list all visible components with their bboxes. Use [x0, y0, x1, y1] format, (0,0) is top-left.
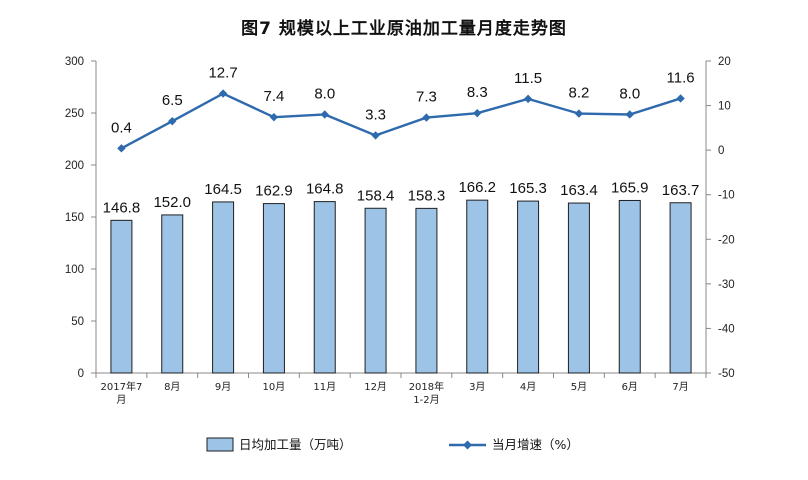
y-right-tick-label: 0 [718, 145, 724, 157]
line-data-label: 8.2 [568, 85, 589, 102]
legend-bar-label: 日均加工量（万吨） [239, 437, 352, 452]
x-tick-label: 2017年7 月 [101, 380, 143, 406]
line-data-label: 0.4 [111, 119, 132, 136]
x-tick-label: 6月 [622, 381, 638, 393]
line-data-label: 7.3 [416, 89, 437, 106]
line-point [269, 112, 279, 122]
x-tick-label: 5月 [571, 381, 587, 393]
y-right-tick-label: -10 [718, 190, 735, 202]
line-data-label: 12.7 [208, 65, 237, 82]
bar-data-label: 163.7 [662, 182, 700, 199]
bar [212, 201, 235, 374]
line-point [473, 108, 482, 118]
x-tick-label: 11月 [313, 381, 336, 393]
legend-line-marker [463, 440, 472, 450]
line-point [168, 116, 177, 126]
bar-data-label: 165.9 [611, 179, 649, 196]
x-tick-label: 9月 [215, 381, 231, 393]
x-tick-label: 4月 [520, 381, 536, 393]
bar [517, 200, 540, 374]
line-data-label: 3.3 [365, 106, 386, 123]
line-data-label: 6.5 [162, 92, 183, 109]
x-tick-label: 10月 [263, 381, 286, 393]
bar-data-label: 165.3 [509, 180, 547, 197]
y-right-tick-label: -50 [718, 368, 735, 380]
y-left-tick-label: 150 [65, 212, 84, 224]
line-point [218, 89, 228, 98]
y-right-tick-label: 20 [718, 56, 731, 68]
chart-title: 图7 规模以上工业原油加工量月度走势图 [241, 19, 567, 39]
x-tick-label: 2018年 1-2月 [409, 380, 444, 406]
bar [669, 202, 692, 374]
line-point [574, 109, 584, 118]
y-right-tick-label: 10 [718, 101, 731, 113]
legend-line-label: 当月增速（%） [492, 437, 579, 452]
bar [364, 207, 387, 374]
bar [313, 201, 336, 374]
y-left-tick-label: 100 [65, 264, 84, 276]
y-left-tick-label: 0 [78, 368, 84, 380]
bar-data-label: 163.4 [560, 182, 598, 199]
y-right-tick-label: -20 [718, 234, 735, 246]
line-point [625, 110, 634, 119]
bar-data-label: 158.3 [408, 187, 446, 204]
line-point [422, 113, 431, 122]
bar [161, 214, 184, 374]
bar-data-label: 146.8 [103, 199, 141, 216]
line-data-label: 11.5 [514, 70, 542, 87]
line-point [523, 94, 533, 104]
bar [466, 199, 489, 374]
line-data-label: 11.6 [667, 69, 695, 86]
line-data-label: 8.0 [619, 85, 640, 102]
x-tick-label: 12月 [364, 381, 387, 393]
bar [567, 202, 590, 374]
x-tick-label: 7月 [672, 381, 688, 393]
bar [262, 203, 285, 374]
growth-line [120, 92, 681, 150]
bar-data-label: 164.5 [204, 181, 242, 198]
bar-data-label: 166.2 [458, 179, 496, 196]
bar-data-label: 158.4 [357, 187, 395, 204]
x-tick-label: 8月 [164, 381, 180, 393]
y-left-tick-label: 50 [71, 316, 84, 328]
line-point [117, 144, 126, 153]
bar [110, 219, 133, 374]
bar [415, 207, 438, 374]
line-point [371, 131, 380, 140]
bar [618, 199, 641, 374]
y-right-tick-label: -40 [718, 323, 735, 335]
line-data-label: 8.3 [467, 84, 488, 101]
y-left-tick-label: 300 [65, 56, 84, 68]
y-right-tick-label: -30 [718, 279, 735, 291]
legend-bar-swatch [206, 437, 234, 452]
bar-data-label: 162.9 [255, 183, 293, 200]
line-data-label: 7.4 [263, 88, 284, 105]
x-tick-label: 3月 [469, 381, 485, 393]
bar-data-label: 164.8 [306, 181, 344, 198]
line-point [320, 110, 329, 119]
y-left-tick-label: 250 [65, 108, 84, 120]
line-point [676, 94, 685, 103]
line-data-label: 8.0 [314, 85, 335, 102]
y-left-tick-label: 200 [65, 160, 84, 172]
bar-data-label: 152.0 [153, 194, 191, 211]
